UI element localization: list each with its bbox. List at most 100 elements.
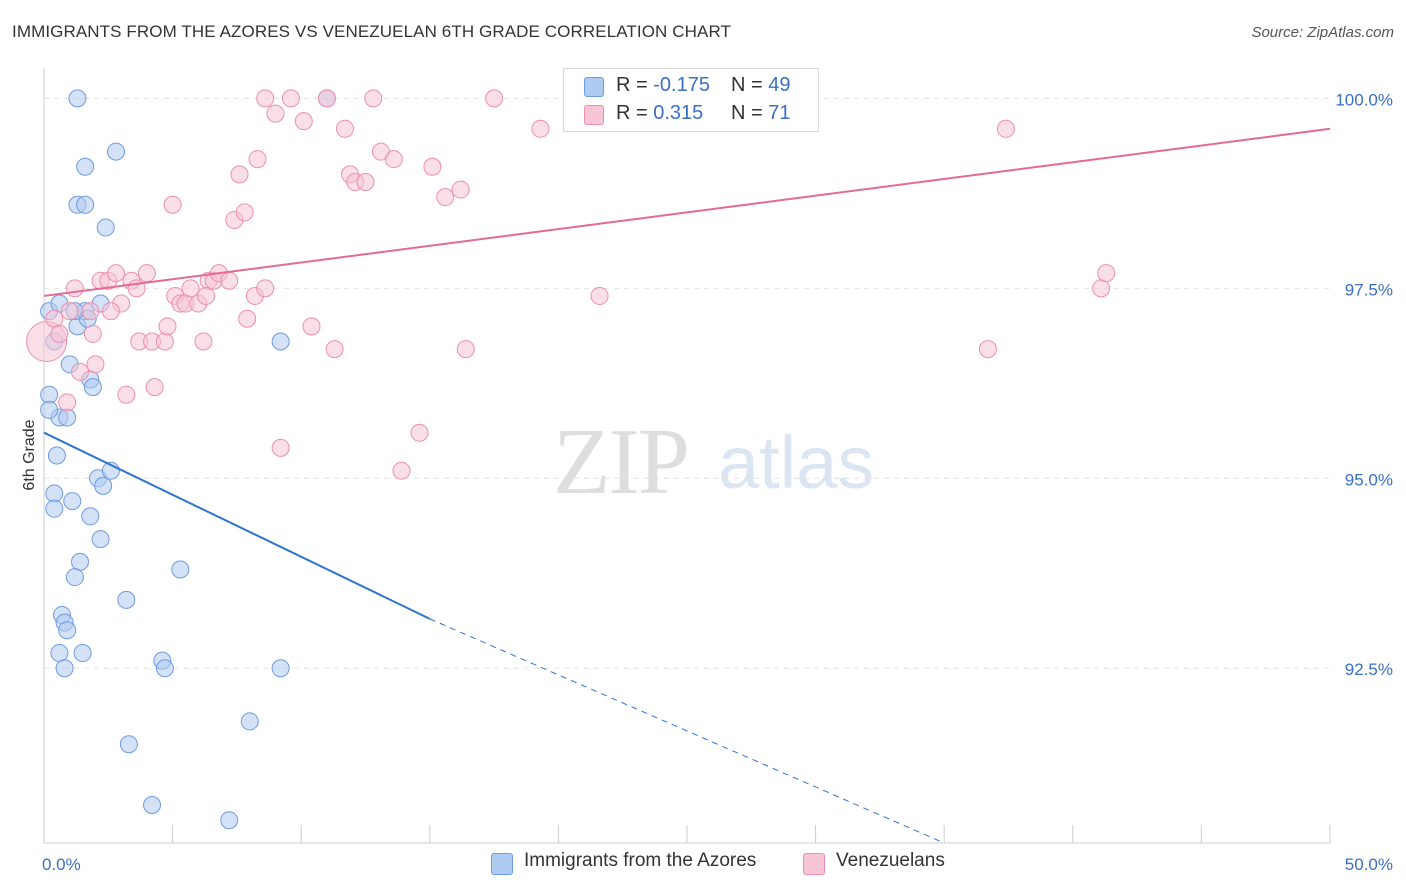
point-pink-56 <box>423 157 442 176</box>
point-blue-10 <box>58 408 77 427</box>
point-pink-45 <box>317 89 336 108</box>
point-pink-61 <box>531 119 550 138</box>
point-pink-64 <box>996 119 1015 138</box>
point-blue-34 <box>55 659 74 678</box>
point-blue-43 <box>143 796 162 815</box>
series-swatch-pink <box>803 853 825 875</box>
series-swatch-blue <box>491 853 513 875</box>
point-pink-50 <box>356 172 375 191</box>
point-blue-33 <box>50 644 69 663</box>
point-pink-42 <box>281 89 300 108</box>
point-pink-20 <box>158 317 177 336</box>
point-blue-44 <box>220 811 239 830</box>
point-blue-21 <box>45 499 64 518</box>
chart-title: IMMIGRANTS FROM THE AZORES VS VENEZUELAN… <box>12 22 732 41</box>
point-pink-58 <box>451 180 470 199</box>
series-label-azores: Immigrants from the Azores <box>524 850 757 871</box>
watermark-atlas: atlas <box>718 421 875 504</box>
legend-r-venezuelans: R = 0.315 <box>616 102 704 124</box>
legend-swatch-pink <box>584 105 604 125</box>
point-blue-32 <box>58 621 77 640</box>
x-tick-label-1: 50.0% <box>1345 855 1393 874</box>
point-blue-35 <box>73 644 92 663</box>
source-label: Source: ZipAtlas.com <box>1251 24 1394 41</box>
point-pink-18 <box>145 378 164 397</box>
point-pink-37 <box>248 150 267 169</box>
point-blue-17 <box>107 142 126 161</box>
point-pink-34 <box>235 203 254 222</box>
x-tick-label-0: 0.0% <box>42 855 81 874</box>
point-blue-20 <box>45 484 64 503</box>
point-pink-41 <box>271 438 290 457</box>
point-pink-53 <box>384 150 403 169</box>
y-axis-label: 6th Grade <box>21 419 38 490</box>
trend-line-azores <box>43 431 431 620</box>
legend-n-azores: N = 49 <box>731 74 791 96</box>
point-pink-43 <box>294 112 313 131</box>
point-blue-39 <box>155 659 174 678</box>
point-pink-12 <box>117 385 136 404</box>
trend-line-venezuelans <box>43 127 1331 297</box>
point-pink-68 <box>71 362 90 381</box>
point-blue-28 <box>71 552 90 571</box>
point-pink-69 <box>101 302 120 321</box>
point-blue-16 <box>76 157 95 176</box>
y-tick-label-2: 95.0% <box>1345 470 1393 489</box>
point-pink-33 <box>230 165 249 184</box>
point-pink-63 <box>978 340 997 359</box>
point-pink-55 <box>410 423 429 442</box>
point-pink-47 <box>335 119 354 138</box>
legend-n-venezuelans: N = 71 <box>731 102 791 124</box>
point-pink-2 <box>50 324 69 343</box>
stats-legend: R = -0.175 N = 49 R = 0.315 N = 71 <box>563 68 819 132</box>
point-blue-7 <box>40 385 59 404</box>
point-pink-25 <box>181 279 200 298</box>
point-blue-25 <box>94 476 113 495</box>
point-blue-18 <box>96 218 115 237</box>
point-blue-11 <box>47 446 66 465</box>
legend-swatch-blue <box>584 77 604 97</box>
point-blue-36 <box>117 590 136 609</box>
trend-line-azores-extension <box>429 618 945 844</box>
point-pink-35 <box>238 309 257 328</box>
point-blue-27 <box>91 530 110 549</box>
y-tick-label-0: 100.0% <box>1335 90 1393 109</box>
point-pink-27 <box>194 332 213 351</box>
point-pink-46 <box>325 340 344 359</box>
point-pink-21 <box>163 195 182 214</box>
legend-r-azores: R = -0.175 <box>616 74 710 96</box>
point-pink-6 <box>83 324 102 343</box>
point-pink-16 <box>137 264 156 283</box>
point-pink-1 <box>45 309 64 328</box>
point-pink-62 <box>590 286 609 305</box>
point-pink-7 <box>86 355 105 374</box>
point-pink-70 <box>197 286 216 305</box>
point-pink-19 <box>155 332 174 351</box>
point-pink-5 <box>81 302 100 321</box>
point-blue-12 <box>83 378 102 397</box>
point-blue-42 <box>119 735 138 754</box>
point-blue-15 <box>76 195 95 214</box>
point-blue-40 <box>271 659 290 678</box>
point-blue-29 <box>65 568 84 587</box>
watermark-zip: ZIP <box>553 410 690 514</box>
point-pink-40 <box>266 104 285 123</box>
y-tick-label-3: 92.5% <box>1345 660 1393 679</box>
point-blue-45 <box>271 332 290 351</box>
point-blue-23 <box>81 507 100 526</box>
point-pink-38 <box>256 279 275 298</box>
point-blue-37 <box>171 560 190 579</box>
point-pink-10 <box>107 264 126 283</box>
point-pink-57 <box>436 188 455 207</box>
point-pink-67 <box>58 393 77 412</box>
series-label-venezuelans: Venezuelans <box>836 850 945 871</box>
point-pink-3 <box>60 302 79 321</box>
point-pink-60 <box>485 89 504 108</box>
y-tick-label-1: 97.5% <box>1345 280 1393 299</box>
point-pink-39 <box>256 89 275 108</box>
point-pink-59 <box>456 340 475 359</box>
point-pink-31 <box>220 271 239 290</box>
point-pink-65 <box>1092 279 1111 298</box>
point-pink-51 <box>364 89 383 108</box>
